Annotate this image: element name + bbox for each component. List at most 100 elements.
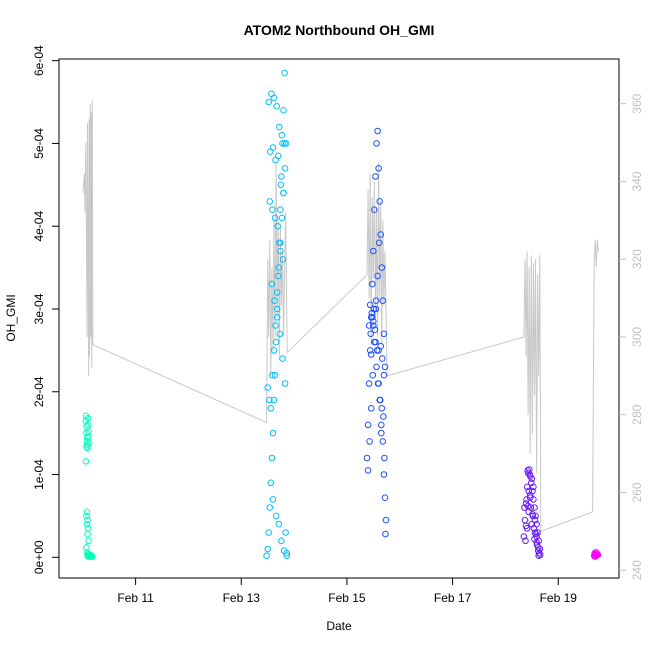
data-point [266, 504, 274, 511]
data-point [264, 384, 272, 391]
data-point [534, 529, 541, 536]
y-tick-label: 5e-04 [32, 128, 46, 159]
data-point [283, 552, 291, 560]
data-point [271, 214, 279, 222]
data-point [269, 496, 277, 503]
data-point [279, 140, 286, 147]
data-point [264, 545, 272, 553]
data-point [263, 552, 270, 560]
data-point [369, 280, 376, 288]
data-point [278, 173, 285, 180]
data-point [265, 529, 273, 536]
data-point [267, 148, 274, 155]
data-point [274, 222, 282, 230]
y2-tick-label: 300 [630, 327, 644, 347]
data-point [530, 483, 537, 491]
x-tick-label: Feb 13 [223, 591, 261, 605]
data-point [277, 247, 284, 255]
data-point [281, 165, 289, 172]
y-tick-label: 2e-04 [32, 376, 46, 407]
data-point [366, 438, 373, 445]
data-point [83, 544, 90, 551]
data-point [370, 247, 377, 255]
data-point [381, 363, 389, 371]
data-point [521, 516, 529, 524]
data-point [272, 512, 280, 520]
data-point [84, 516, 91, 524]
data-point [380, 371, 388, 379]
chart-title: ATOM2 Northbound OH_GMI [244, 22, 435, 38]
data-point [270, 396, 278, 404]
data-point [269, 429, 277, 437]
x-axis-label: Date [326, 619, 352, 633]
data-point [83, 508, 91, 516]
y2-tick-label: 260 [630, 482, 644, 502]
data-point [269, 206, 276, 213]
data-point [277, 206, 284, 213]
data-point [368, 309, 376, 317]
data-point [280, 547, 288, 555]
data-point [380, 413, 387, 420]
data-point [265, 98, 273, 106]
data-point [273, 305, 281, 313]
data-point [382, 530, 389, 538]
data-point [379, 438, 387, 445]
data-point [522, 537, 529, 545]
data-point [266, 396, 273, 404]
data-point [379, 355, 386, 362]
data-point [280, 107, 287, 114]
data-point [524, 502, 532, 510]
data-point [281, 69, 288, 77]
data-point [371, 206, 378, 213]
data-point [277, 239, 284, 247]
data-point [523, 496, 530, 503]
data-point [370, 322, 377, 329]
data-point [522, 522, 530, 530]
data-point [271, 297, 278, 305]
data-point [82, 458, 90, 465]
data-point [593, 552, 600, 560]
data-point [530, 496, 537, 503]
data-point [375, 239, 383, 247]
data-point [381, 454, 388, 462]
data-point [372, 173, 379, 180]
data-point [277, 181, 285, 189]
data-point [367, 351, 375, 358]
x-tick-label: Feb 19 [540, 591, 578, 605]
data-point [276, 330, 284, 338]
data-point [275, 264, 283, 271]
data-point [85, 551, 92, 559]
data-point [526, 494, 534, 502]
data-point [268, 454, 276, 462]
data-point [364, 421, 372, 429]
data-point [278, 537, 285, 545]
y-tick-label: 3e-04 [32, 293, 46, 324]
data-point [85, 433, 92, 440]
data-point [268, 280, 276, 288]
data-point [272, 322, 279, 329]
data-point [366, 301, 374, 309]
data-point [378, 264, 386, 271]
data-point [525, 487, 533, 495]
y2-tick-label: 360 [630, 93, 644, 113]
data-point [526, 491, 534, 499]
y2-tick-label: 280 [630, 404, 644, 424]
data-point [278, 214, 286, 222]
data-point [378, 405, 386, 412]
data-point [372, 338, 379, 346]
data-point [370, 318, 377, 325]
data-point [531, 535, 538, 543]
y-tick-label: 1e-04 [32, 459, 46, 490]
x-tick-label: Feb 15 [328, 591, 366, 605]
data-point [274, 152, 282, 160]
data-point [374, 380, 382, 387]
series-3 [363, 127, 390, 538]
data-point [376, 396, 384, 404]
data-point [591, 553, 599, 560]
data-point [84, 530, 91, 538]
data-point [268, 90, 275, 98]
data-point [279, 256, 287, 263]
y-axis-label: OH_GMI [4, 294, 18, 341]
data-point [364, 467, 372, 474]
